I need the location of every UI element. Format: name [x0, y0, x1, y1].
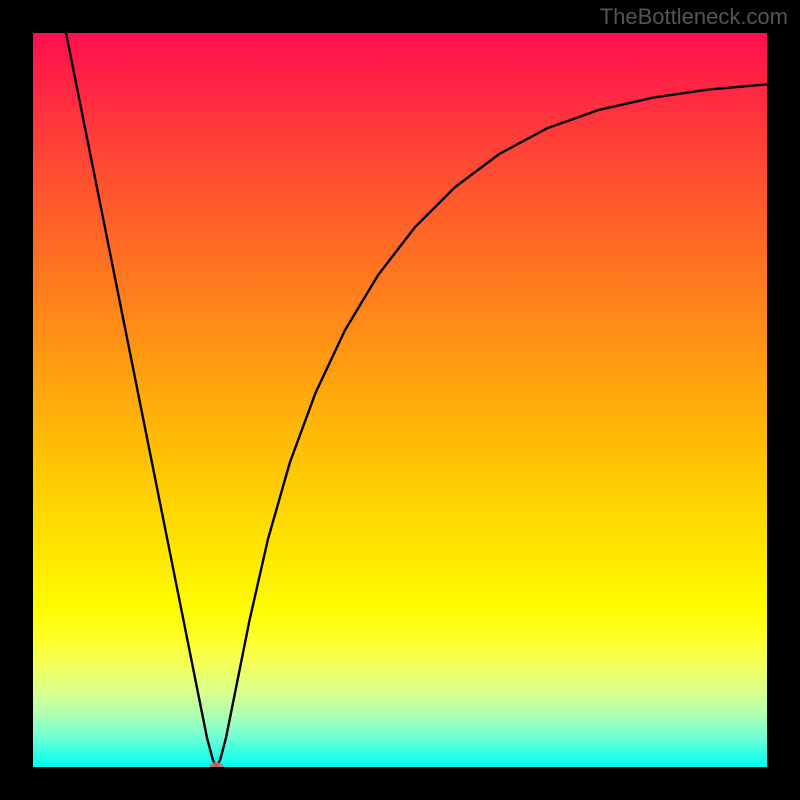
bottleneck-curve — [33, 33, 767, 767]
watermark-text: TheBottleneck.com — [600, 4, 788, 30]
plot-area — [33, 33, 767, 767]
chart-container: TheBottleneck.com — [0, 0, 800, 800]
curve-path — [66, 33, 767, 767]
minimum-marker — [210, 762, 224, 767]
